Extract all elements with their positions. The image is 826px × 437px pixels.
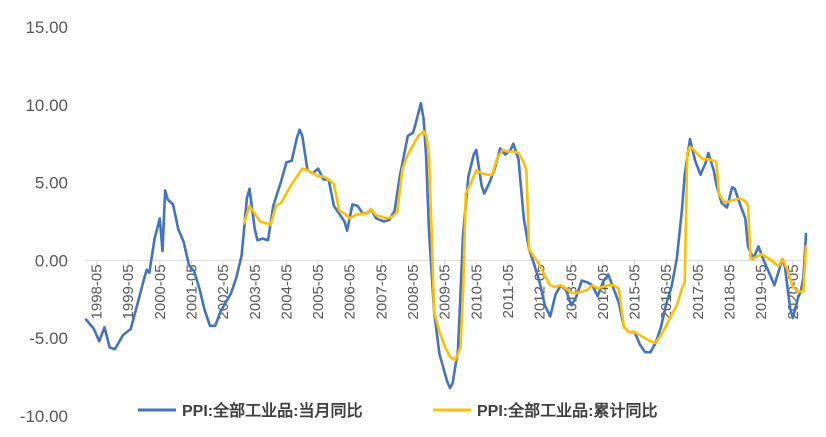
x-tick-label: 2015-05 — [627, 264, 644, 319]
x-tick-label: 2006-05 — [342, 264, 359, 319]
x-tick-label: 2019-05 — [753, 264, 770, 319]
monthly-yoy-line — [84, 101, 808, 390]
y-tick-label: -5.00 — [29, 329, 68, 348]
x-tick-label: 2012-05 — [532, 264, 549, 319]
x-tick-label: 2014-05 — [595, 264, 612, 319]
y-tick-label: 0.00 — [35, 251, 68, 270]
x-axis: 1998-05 1999-05 2000-05 2001-05 2002-05 2003-… — [86, 259, 806, 319]
x-tick-label: 1999-05 — [120, 264, 137, 319]
x-tick-label: 2001-05 — [183, 264, 200, 319]
cumulative-yoy-line — [242, 130, 808, 362]
y-tick-label: -10.00 — [20, 407, 68, 426]
legend-label-monthly: PPI:全部工业品:当月同比 — [182, 401, 362, 420]
y-tick-label: 10.00 — [25, 96, 68, 115]
x-tick-label: 2011-05 — [500, 264, 517, 318]
y-tick-label: 15.00 — [25, 18, 68, 37]
x-tick-label: 2010-05 — [468, 264, 485, 319]
x-tick-label: 2000-05 — [152, 264, 169, 319]
y-axis: 15.00 10.00 5.00 0.00 -5.00 -10.00 — [20, 18, 68, 426]
x-tick-label: 2002-05 — [215, 264, 232, 319]
x-tick-label: 2018-05 — [722, 264, 739, 319]
legend: PPI:全部工业品:当月同比 PPI:全部工业品:累计同比 — [138, 401, 657, 420]
plot-series — [84, 101, 808, 390]
x-tick-label: 2004-05 — [278, 264, 295, 319]
x-tick-label: 2009-05 — [437, 264, 454, 319]
x-tick-label: 2003-05 — [247, 264, 264, 319]
legend-label-cumulative: PPI:全部工业品:累计同比 — [477, 401, 657, 420]
x-tick-label: 2017-05 — [690, 264, 707, 319]
y-tick-label: 5.00 — [35, 174, 68, 193]
x-tick-label: 2016-05 — [658, 264, 675, 319]
x-tick-label: 1998-05 — [89, 264, 106, 319]
x-tick-label: 2005-05 — [310, 264, 327, 319]
x-tick-label: 2007-05 — [373, 264, 390, 319]
x-tick-label: 2008-05 — [405, 264, 422, 319]
